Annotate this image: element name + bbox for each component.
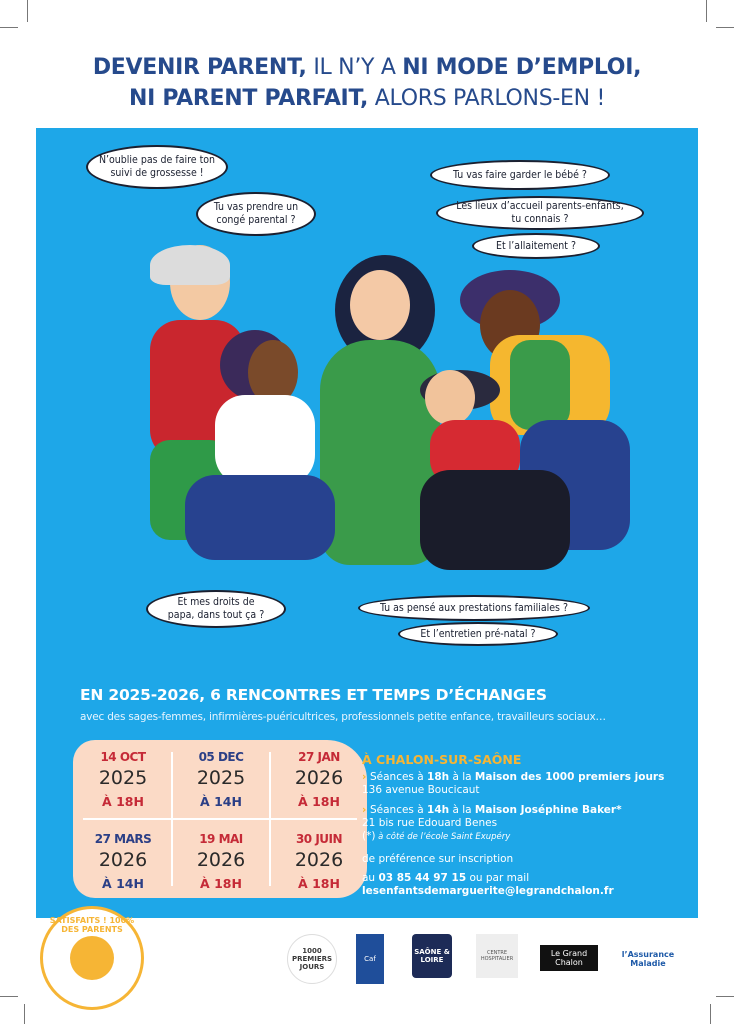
headline-bold: NI MODE D’EMPLOI, [402,55,642,80]
illustration-parents [150,245,630,570]
speech-bubble: Tu vas prendre un congé parental ? [196,192,316,236]
email-link[interactable]: lesenfantsdemarguerite@legrandchalon.fr [362,885,614,897]
speech-bubble: Et l’entretien pré-natal ? [398,622,558,646]
speech-bubble: Tu as pensé aux prestations familiales ? [358,595,590,621]
speech-bubble: Les lieux d’accueil parents-enfants, tu … [436,196,644,230]
logo-caf: Caf [356,934,384,984]
speech-bubble: Et l’allaitement ? [472,233,600,259]
section-title: EN 2025-2026, 6 RENCONTRES ET TEMPS D’ÉC… [80,686,547,704]
speech-bubble: Et mes droits de papa, dans tout ça ? [146,590,286,628]
logo-grand-chalon: Le Grand Chalon [540,945,598,971]
headline-bold: NI PARENT PARFAIT, [129,86,369,111]
date-item: 27 MARS 2026 À 14H [94,832,152,891]
headline: DEVENIR PARENT, IL N’Y A NI MODE D’EMPLO… [0,52,734,114]
registration-note: de préférence sur inscription [362,853,514,865]
speech-bubble: Tu vas faire garder le bébé ? [430,160,610,190]
session-1: › Séances à 18h à la Maison des 1000 pre… [362,771,665,796]
logo-saone-et-loire: SAÔNE & LOIRE [412,934,452,978]
phone-number[interactable]: 03 85 44 97 15 [378,872,467,884]
date-item: 19 MAI 2026 À 18H [196,832,246,891]
date-item: 05 DEC 2025 À 14H [196,750,246,809]
logo-centre-hospitalier: CENTRE HOSPITALIER [476,934,518,978]
headline-bold: DEVENIR PARENT, [92,55,307,80]
session-2: › Séances à 14h à la Maison Joséphine Ba… [362,804,622,842]
dates-box: 14 OCT 2025 À 18H 05 DEC 2025 À 14H 27 JAN 20… [73,740,367,898]
logo-1000-premiers-jours: 1000 PREMIERS JOURS [287,934,337,984]
date-item: 14 OCT 2025 À 18H [98,750,148,809]
contact: au 03 85 44 97 15 ou par mail lesenfants… [362,872,614,897]
logo-assurance-maladie: l’Assurance Maladie [621,950,675,968]
section-subtitle: avec des sages-femmes, infirmières-puéri… [80,711,606,723]
date-item: 30 JUIN 2026 À 18H [294,832,344,891]
speech-bubble: N’oublie pas de faire ton suivi de gross… [86,145,228,189]
headline-light: ALORS PARLONS-EN ! [368,86,606,111]
headline-light: IL N’Y A [306,55,403,80]
date-item: 27 JAN 2026 À 18H [294,750,344,809]
smiley-icon [70,936,114,980]
badge-text: SATISFAITS ! 100% DES PARENTS [49,916,135,934]
city-heading: À CHALON-SUR-SAÔNE [362,752,522,767]
